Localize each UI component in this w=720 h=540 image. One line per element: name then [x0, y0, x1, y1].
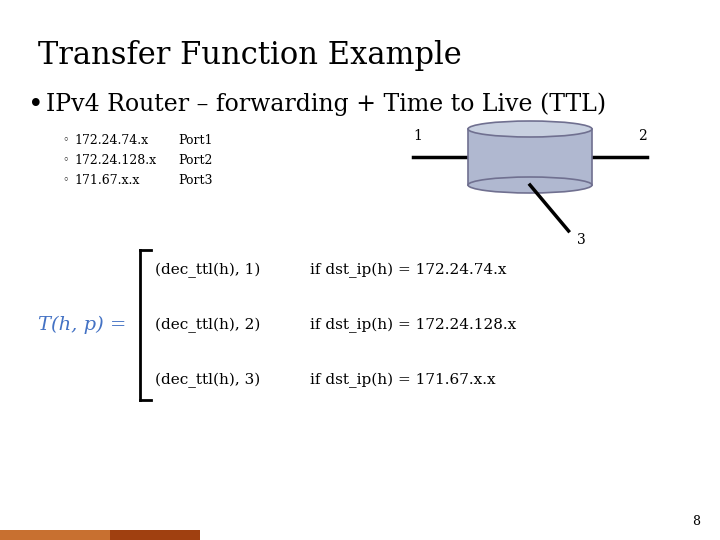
- Text: if dst_ip(h) = 172.24.128.x: if dst_ip(h) = 172.24.128.x: [310, 318, 516, 333]
- Text: 8: 8: [692, 515, 700, 528]
- Ellipse shape: [468, 121, 592, 137]
- Bar: [0, 530, 200, 540]
- Bar: [110, 530, 200, 540]
- Ellipse shape: [468, 177, 592, 193]
- Text: Port1: Port1: [178, 133, 212, 146]
- Text: ◦: ◦: [62, 175, 68, 185]
- Text: 1: 1: [413, 129, 423, 143]
- Text: if dst_ip(h) = 172.24.74.x: if dst_ip(h) = 172.24.74.x: [310, 262, 506, 278]
- Text: IPv4 Router – forwarding + Time to Live (TTL): IPv4 Router – forwarding + Time to Live …: [46, 92, 606, 116]
- Text: if dst_ip(h) = 171.67.x.x: if dst_ip(h) = 171.67.x.x: [310, 373, 495, 388]
- Text: 172.24.128.x: 172.24.128.x: [74, 153, 156, 166]
- Text: T(h, p) =: T(h, p) =: [38, 316, 127, 334]
- Text: 171.67.x.x: 171.67.x.x: [74, 173, 140, 186]
- Bar: [468, 129, 592, 185]
- Text: 3: 3: [577, 233, 585, 247]
- Text: Port2: Port2: [178, 153, 212, 166]
- Text: 172.24.74.x: 172.24.74.x: [74, 133, 148, 146]
- Text: Transfer Function Example: Transfer Function Example: [38, 40, 462, 71]
- Text: •: •: [28, 92, 44, 117]
- Text: (dec_ttl(h), 1): (dec_ttl(h), 1): [155, 262, 261, 278]
- Text: (dec_ttl(h), 2): (dec_ttl(h), 2): [155, 318, 261, 333]
- Text: ◦: ◦: [62, 155, 68, 165]
- Text: ◦: ◦: [62, 135, 68, 145]
- Text: 2: 2: [638, 129, 647, 143]
- Text: Port3: Port3: [178, 173, 212, 186]
- Text: (dec_ttl(h), 3): (dec_ttl(h), 3): [155, 373, 260, 388]
